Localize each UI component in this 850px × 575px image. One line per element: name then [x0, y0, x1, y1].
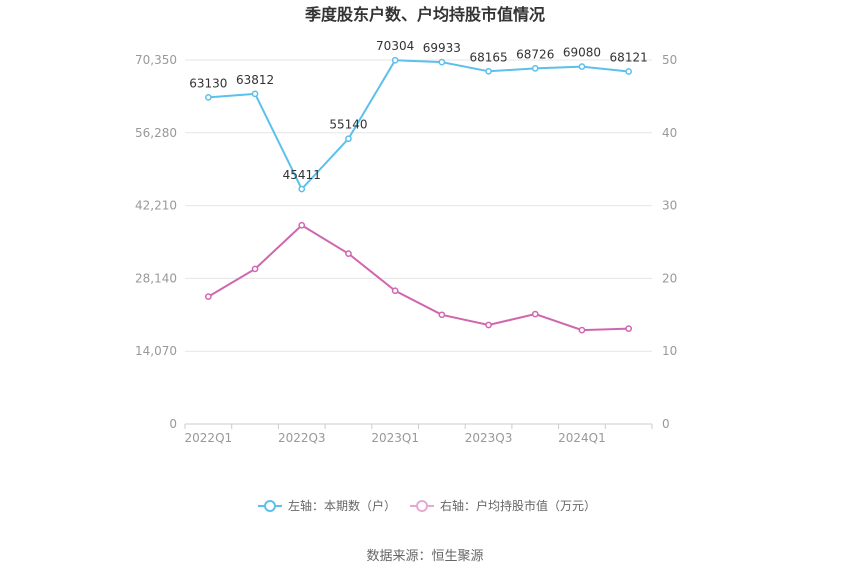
x-tick-label: 2023Q1 [371, 431, 419, 445]
legend-item-1[interactable]: 左轴：本期数（户） [258, 498, 396, 513]
series-1-point [531, 65, 539, 72]
series-1-point [391, 56, 399, 64]
data-label: 68726 [516, 47, 554, 61]
series-2-point [531, 310, 539, 318]
series-layer [205, 56, 633, 334]
y-right-tick-label: 20 [662, 271, 677, 285]
y-left-tick-label: 14,070 [135, 344, 177, 358]
series-1-point [205, 94, 212, 101]
data-label: 70304 [376, 39, 414, 53]
y-right-tick-label: 0 [662, 417, 670, 431]
series-2-point [438, 311, 446, 319]
data-label: 69080 [563, 46, 601, 60]
chart-title: 季度股东户数、户均持股市值情况 [304, 5, 545, 24]
legend-label: 右轴：户均持股市值（万元） [440, 498, 596, 513]
series-2-point [345, 250, 352, 257]
data-label-layer: 63130 63812 45411 55140 70304 69933 68165 68726… [189, 39, 647, 182]
legend[interactable]: 左轴：本期数（户） 右轴：户均持股市值（万元） [258, 498, 596, 513]
series-2-point [485, 321, 492, 329]
series-1-point [298, 185, 306, 193]
data-label: 63130 [189, 76, 227, 90]
series-line-2 [207, 224, 629, 332]
y-left-tick-label: 56,280 [135, 126, 177, 140]
series-line-1 [208, 59, 629, 191]
series-1-point [251, 90, 259, 98]
series-1-point [438, 58, 446, 66]
data-label: 45411 [283, 168, 321, 182]
y-left-tick-label: 28,140 [135, 271, 177, 285]
legend-marker-icon [416, 500, 428, 512]
series-2-point [578, 326, 586, 334]
data-source-note: 数据来源：恒生聚源 [366, 549, 483, 564]
y-right-tick-label: 30 [662, 199, 677, 213]
series-2-point [251, 265, 259, 273]
series-1-point [485, 67, 492, 75]
data-label: 68165 [469, 50, 507, 64]
data-label: 68121 [610, 51, 648, 65]
y-left-tick-label: 42,210 [135, 199, 177, 213]
data-label: 69933 [423, 41, 461, 55]
legend-marker-icon [264, 500, 276, 512]
y-right-tick-label: 50 [662, 53, 677, 67]
axis-layer: 0 14,070 28,140 42,210 56,280 70,350 0 10 20 30 40… [135, 53, 677, 445]
series-1-point [578, 63, 586, 70]
x-tick-label: 2024Q1 [558, 431, 606, 445]
y-right-tick-label: 40 [662, 126, 677, 140]
series-2-point [625, 325, 633, 332]
data-label: 63812 [236, 73, 274, 87]
series-2-point [205, 293, 212, 300]
y-left-tick-label: 70,350 [135, 53, 177, 67]
series-1-point [345, 135, 352, 143]
y-right-tick-label: 10 [662, 344, 677, 358]
series-2-point [391, 287, 399, 295]
x-tick-label: 2023Q3 [465, 431, 513, 445]
x-tick-label: 2022Q3 [278, 431, 326, 445]
legend-label: 左轴：本期数（户） [288, 498, 396, 513]
grid-layer [185, 59, 652, 352]
data-label: 55140 [329, 118, 367, 132]
legend-item-2[interactable]: 右轴：户均持股市值（万元） [410, 498, 596, 513]
x-tick-label: 2022Q1 [185, 431, 233, 445]
series-2-point [298, 221, 306, 229]
y-left-tick-label: 0 [169, 417, 177, 431]
series-1-point [625, 68, 633, 75]
